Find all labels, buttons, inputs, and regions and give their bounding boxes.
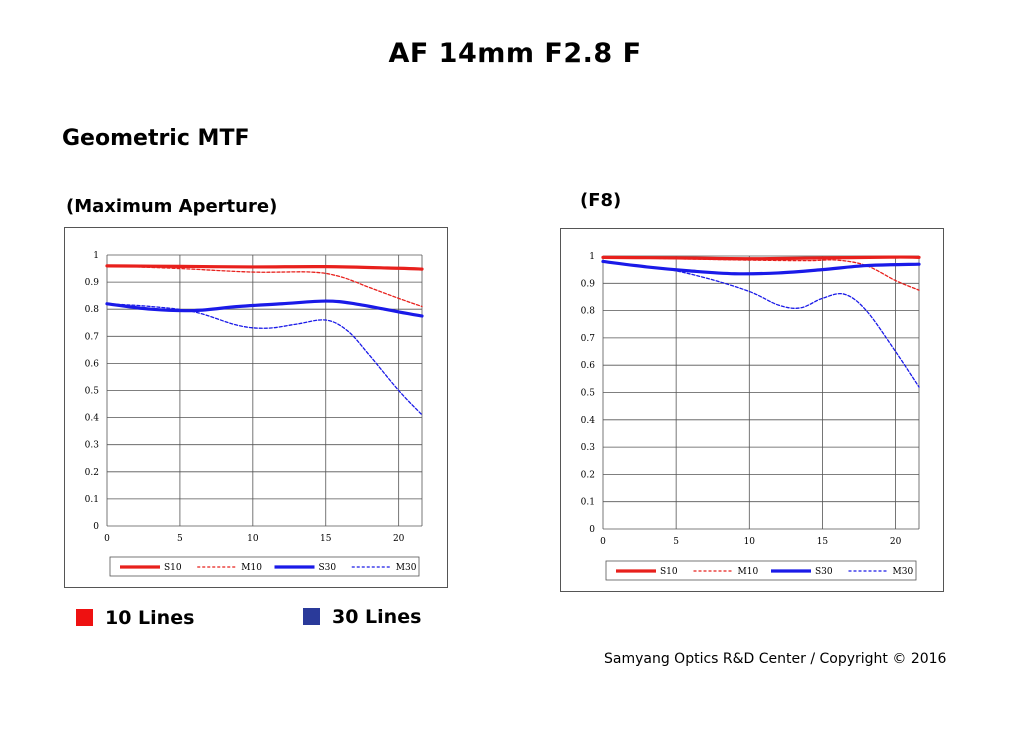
y-tick-label: 0 [93, 522, 99, 532]
y-tick-label: 0.1 [85, 495, 99, 505]
x-tick-label: 15 [817, 537, 829, 547]
series-line-m10 [602, 256, 920, 291]
y-tick-label: 0.1 [581, 498, 595, 508]
x-tick-label: 10 [744, 537, 756, 547]
legend-label: M10 [738, 567, 759, 577]
page-title: AF 14mm F2.8 F [388, 38, 642, 69]
x-tick-label: 0 [104, 534, 110, 544]
y-tick-label: 0.5 [85, 387, 100, 397]
y-tick-label: 0.5 [581, 389, 596, 399]
legend-key-10-lines: 10 Lines [76, 607, 194, 629]
mtf-chart-svg: 00.10.20.30.40.50.60.70.80.910 5 10 15 20S10… [581, 252, 921, 581]
mtf-chart-svg: 00.10.20.30.40.50.60.70.80.910 5 10 15 20S10… [85, 251, 424, 577]
y-tick-label: 0.3 [581, 443, 596, 453]
legend-label: S30 [319, 563, 337, 573]
color-swatch-blue [303, 608, 320, 625]
chart-2-title: (F8) [580, 190, 622, 211]
legend-label: S30 [815, 567, 833, 577]
x-tick-label: 20 [393, 534, 405, 544]
legend-label: M10 [241, 563, 262, 573]
y-tick-label: 1 [589, 252, 595, 262]
legend-label: M30 [893, 567, 914, 577]
y-tick-label: 0.4 [85, 414, 100, 424]
mtf-chart-max-aperture: 0 0.1 0.2 0.3 0.4 0.5 0.6 0.7 0.8 0.9 1 0 5 10 15 20 S10… [64, 227, 448, 588]
y-tick-label: 0.8 [581, 307, 596, 317]
series-line-m10 [106, 265, 423, 308]
y-tick-label: 1 [93, 251, 99, 261]
series-line-s10 [105, 264, 424, 271]
series-line-s10 [601, 255, 921, 261]
legend-label: M30 [396, 563, 417, 573]
copyright-text: Samyang Optics R&D Center / Copyright © … [604, 651, 947, 667]
y-tick-label: 0.6 [581, 361, 596, 371]
y-tick-label: 0.2 [581, 470, 595, 480]
x-tick-label: 5 [673, 537, 679, 547]
legend-key-label: 30 Lines [332, 606, 422, 628]
x-tick-label: 0 [600, 537, 606, 547]
legend-key-30-lines: 30 Lines [303, 606, 421, 628]
section-title: Geometric MTF [62, 126, 250, 151]
y-tick-label: 0.7 [581, 334, 596, 344]
legend-box [605, 560, 917, 581]
legend-label: S10 [164, 563, 182, 573]
legend-key-label: 10 Lines [105, 607, 195, 629]
y-tick-label: 0.2 [85, 468, 99, 478]
series-line-s30 [105, 299, 424, 318]
y-tick-label: 0.8 [85, 305, 100, 315]
y-tick-label: 0.7 [85, 332, 100, 342]
x-tick-label: 15 [320, 534, 332, 544]
series-line-m30 [106, 303, 423, 416]
y-tick-label: 0.9 [581, 279, 596, 289]
chart-1-title: (Maximum Aperture) [66, 196, 278, 217]
y-tick-label: 0 [589, 525, 595, 535]
x-tick-label: 10 [247, 534, 259, 544]
legend-label: S10 [660, 567, 678, 577]
series-line-m30 [602, 260, 920, 388]
color-swatch-red [76, 609, 93, 626]
x-tick-label: 5 [177, 534, 183, 544]
y-tick-label: 0.3 [85, 441, 100, 451]
legend-box [109, 556, 420, 577]
mtf-chart-f8: 0 0.1 0.2 0.3 0.4 0.5 0.6 0.7 0.8 0.9 1 0 5 10 15 20 S10… [560, 228, 944, 592]
y-tick-label: 0.6 [85, 359, 100, 369]
y-tick-label: 0.9 [85, 278, 100, 288]
x-tick-label: 20 [890, 537, 902, 547]
y-tick-label: 0.4 [581, 416, 596, 426]
